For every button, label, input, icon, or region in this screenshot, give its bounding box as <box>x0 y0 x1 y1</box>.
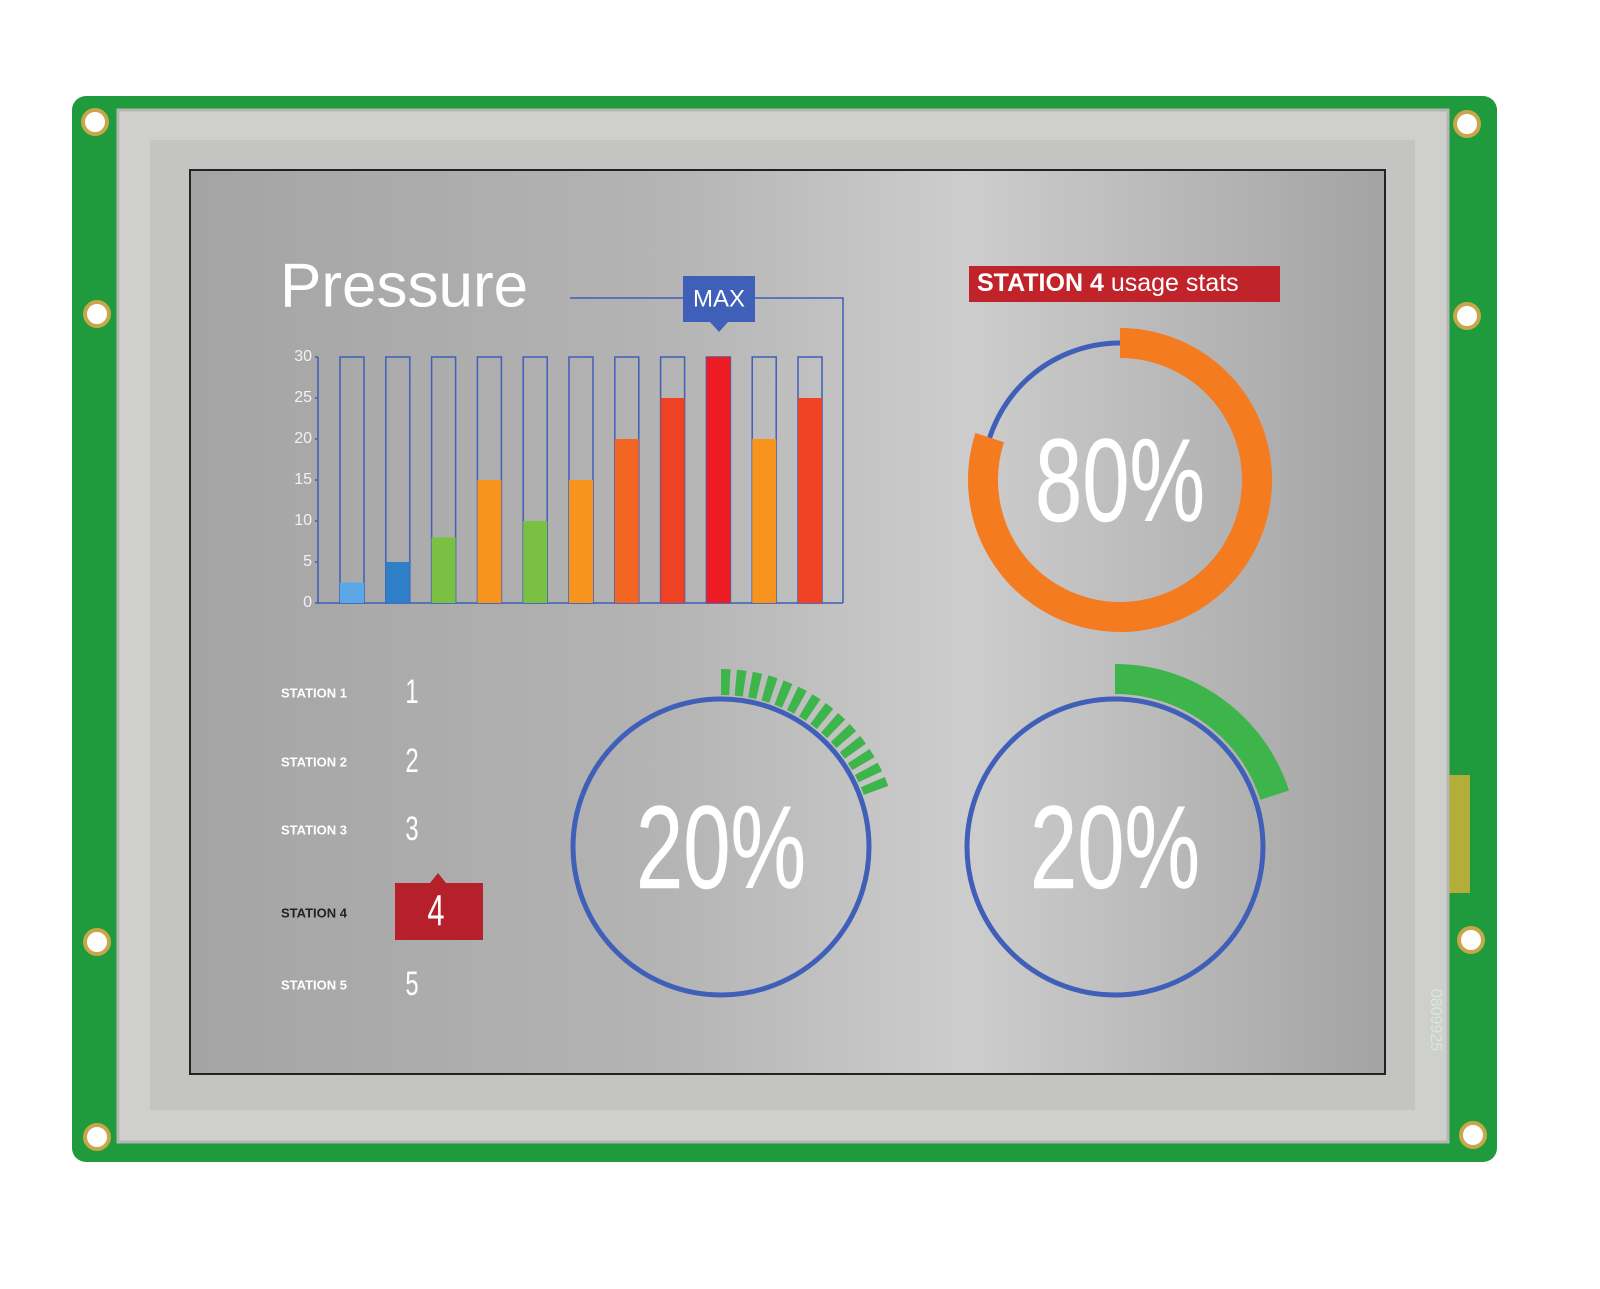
gauge-segment <box>779 693 787 696</box>
gauge-segment <box>859 756 864 764</box>
bar <box>706 357 730 603</box>
gauge-segment <box>850 744 855 751</box>
station-number[interactable]: 3 <box>405 810 418 848</box>
station-label[interactable]: STATION 1 <box>281 685 347 700</box>
y-tick-label: 10 <box>294 512 312 529</box>
station-label[interactable]: STATION 4 <box>281 905 348 920</box>
stats-title: STATION 4 usage stats <box>977 269 1239 297</box>
bar <box>523 521 547 603</box>
gauge-segment <box>736 683 745 684</box>
gauge-label: 20% <box>1030 781 1200 913</box>
station-number[interactable]: 2 <box>405 742 418 780</box>
y-tick-label: 15 <box>294 471 312 488</box>
bar <box>386 562 410 603</box>
stats-station: STATION 4 <box>977 269 1104 297</box>
station-number[interactable]: 5 <box>405 965 418 1003</box>
y-tick-label: 25 <box>294 389 312 406</box>
board-label: 0809925 <box>1427 989 1444 1051</box>
gauge-segment <box>818 714 825 719</box>
gauge-segment <box>765 688 773 691</box>
bar <box>432 537 456 603</box>
y-tick-label: 0 <box>303 594 312 611</box>
bar <box>798 398 822 603</box>
y-tick-label: 5 <box>303 553 312 570</box>
gauge-segment <box>750 685 759 687</box>
station-label[interactable]: STATION 3 <box>281 822 347 837</box>
gauge-label: 20% <box>636 781 806 913</box>
bar <box>569 480 593 603</box>
station-number[interactable]: 4 <box>427 887 444 936</box>
station-label[interactable]: STATION 5 <box>281 977 347 992</box>
station-label[interactable]: STATION 2 <box>281 754 347 769</box>
y-tick-label: 30 <box>294 348 312 365</box>
bar <box>752 439 776 603</box>
bar <box>661 398 685 603</box>
chart-title: Pressure <box>280 251 528 320</box>
station-number[interactable]: 1 <box>405 673 418 711</box>
bar <box>615 439 639 603</box>
gauge-segment <box>873 782 876 790</box>
gauge-segment <box>840 733 846 740</box>
gauge-segment <box>866 769 870 777</box>
bar <box>477 480 501 603</box>
y-tick-label: 20 <box>294 430 312 447</box>
stats-text: usage stats <box>1111 269 1239 297</box>
gauge-segment <box>793 698 801 702</box>
bar <box>340 583 364 604</box>
gauge-segment <box>830 723 837 729</box>
gauge-segment <box>806 705 814 710</box>
max-label: MAX <box>693 285 745 312</box>
gauge-label: 80% <box>1035 414 1205 546</box>
